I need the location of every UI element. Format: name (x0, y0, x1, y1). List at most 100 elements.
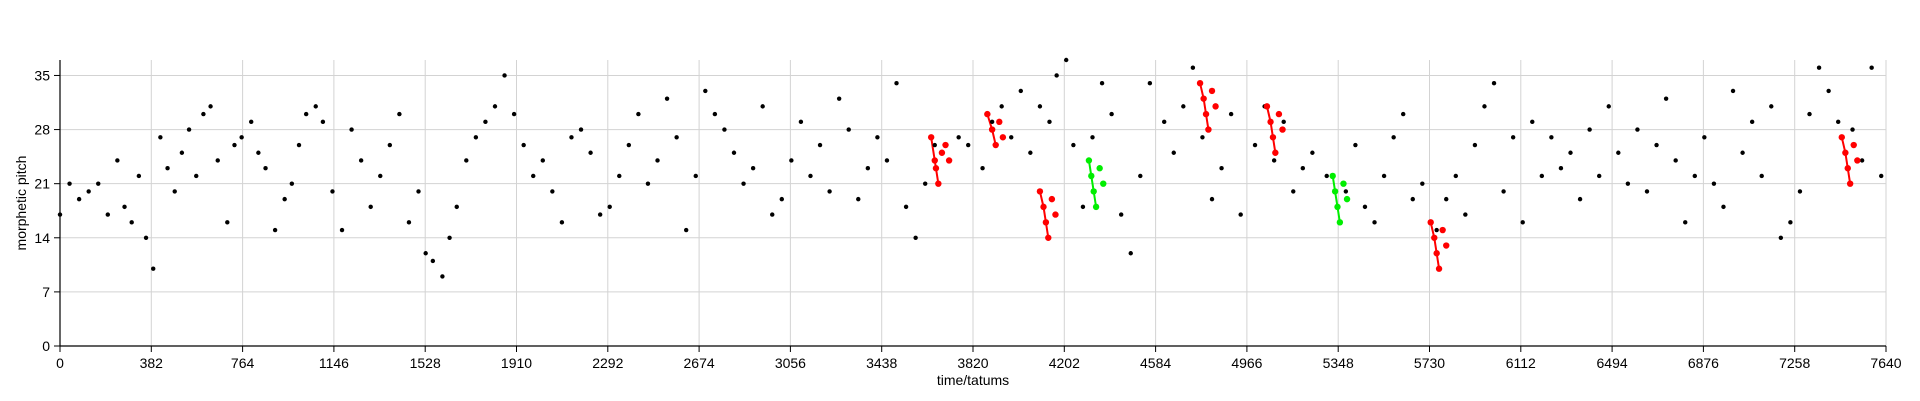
note-point (903, 204, 909, 210)
note-point (1644, 189, 1650, 194)
x-axis-label: time/tatums (937, 372, 1009, 388)
x-tick-label: 2292 (592, 355, 623, 371)
y-axis-label: morphetic pitch (13, 156, 29, 251)
note-point (1816, 65, 1822, 70)
note-point (1596, 173, 1602, 179)
note-point (483, 119, 488, 125)
note-point (1118, 212, 1124, 217)
note-point (674, 135, 679, 140)
note-point (1749, 119, 1755, 125)
note-point (1190, 65, 1196, 70)
note-point (550, 189, 555, 194)
note-point (225, 220, 230, 225)
note-point (1702, 135, 1707, 140)
note-point (1683, 220, 1688, 225)
pattern-point (1272, 149, 1279, 156)
note-point (1673, 158, 1678, 163)
note-point (1444, 196, 1449, 202)
pattern-point (1844, 165, 1851, 172)
pattern-point (1040, 203, 1047, 211)
note-point (1420, 181, 1425, 186)
note-point (1162, 119, 1167, 125)
note-point (1300, 166, 1306, 171)
x-tick-label: 6876 (1688, 355, 1719, 371)
pattern-point (1846, 180, 1854, 187)
note-point (473, 135, 479, 140)
note-point (339, 227, 345, 233)
note-point (186, 127, 192, 132)
note-point (1692, 173, 1697, 179)
note-point (86, 189, 91, 194)
note-point (884, 158, 890, 163)
note-point (932, 142, 937, 148)
note-point (1807, 111, 1812, 117)
note-point (770, 212, 775, 217)
note-point (447, 235, 452, 240)
note-point (464, 158, 469, 163)
note-point (1090, 135, 1095, 140)
pattern-point (988, 126, 996, 133)
note-point (115, 158, 120, 163)
note-point (387, 142, 393, 148)
pattern-point (945, 157, 953, 164)
x-tick-label: 0 (56, 355, 64, 371)
note-point (1616, 150, 1621, 155)
note-point (1721, 204, 1726, 210)
note-point (416, 189, 421, 194)
x-tick-label: 7640 (1870, 355, 1901, 371)
pattern-point (1205, 126, 1212, 133)
x-tick-label: 4584 (1140, 355, 1171, 371)
note-point (165, 166, 170, 171)
pattern-point (935, 180, 942, 187)
x-tick-label: 2674 (684, 355, 715, 371)
note-point (989, 119, 995, 125)
note-point (330, 189, 335, 194)
note-point (789, 158, 794, 163)
note-point (282, 196, 287, 202)
note-point (256, 150, 261, 155)
note-point (1740, 150, 1745, 155)
x-tick-label: 382 (140, 355, 164, 371)
data-points (57, 57, 1884, 279)
note-point (1271, 158, 1277, 163)
note-point (239, 135, 244, 140)
note-point (683, 227, 689, 233)
note-point (1625, 181, 1631, 186)
note-point (569, 135, 574, 140)
note-point (966, 142, 971, 148)
pattern-point (938, 149, 946, 156)
y-tick-label: 0 (42, 338, 50, 354)
note-point (913, 235, 918, 240)
note-point (1054, 73, 1059, 78)
note-point (1520, 220, 1525, 225)
note-point (430, 258, 436, 264)
note-point (1018, 88, 1024, 94)
note-point (1606, 104, 1611, 109)
note-point (1291, 189, 1296, 194)
note-point (636, 111, 641, 117)
pattern-point (1045, 234, 1052, 241)
note-point (999, 104, 1004, 109)
note-point (201, 111, 206, 117)
note-point (779, 196, 784, 202)
note-point (289, 181, 295, 186)
pattern-point (1334, 203, 1341, 211)
x-tick-label: 3056 (775, 355, 806, 371)
note-point (1482, 104, 1487, 109)
note-point (440, 274, 445, 279)
note-point (143, 235, 149, 240)
note-point (626, 142, 632, 148)
note-point (645, 181, 651, 186)
note-point (96, 181, 101, 186)
note-point (578, 127, 584, 132)
note-point (1472, 142, 1478, 148)
note-point (1463, 212, 1468, 217)
y-tick-label: 28 (34, 122, 50, 138)
note-point (1181, 104, 1186, 109)
note-point (1759, 173, 1764, 179)
note-point (980, 166, 985, 171)
pattern-point (1439, 226, 1446, 234)
pattern-point (1343, 195, 1351, 203)
note-point (741, 181, 746, 186)
note-point (215, 158, 220, 163)
